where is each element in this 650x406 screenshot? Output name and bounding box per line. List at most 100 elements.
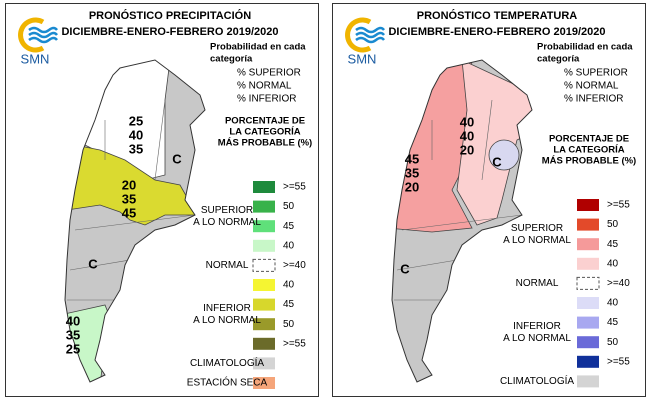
legend-swatch: [577, 257, 599, 270]
region-label: 45: [122, 205, 136, 220]
legend-group-label: A LO NORMAL: [193, 217, 261, 228]
legend-label: >=55: [607, 200, 630, 211]
province-border: [74, 214, 196, 231]
legend-swatch: [252, 258, 276, 272]
panel-title: PRONÓSTICO TEMPERATURA: [417, 9, 578, 22]
climatology-mark: C: [88, 256, 98, 271]
legend-group-label: SUPERIOR: [511, 223, 563, 234]
legend-swatch: [253, 239, 275, 252]
region: [488, 139, 520, 171]
legend-title: LA CATEGORÍA: [229, 127, 300, 138]
logo-wave: [28, 26, 58, 34]
probability-title: Probabilidad en cada: [537, 42, 633, 53]
logo-arc: [18, 17, 45, 53]
region-label: 35: [122, 191, 136, 206]
legend-group-label: CLIMATOLOGÍA: [500, 374, 574, 387]
legend-swatch: [253, 279, 275, 291]
legend-label: 40: [607, 298, 619, 309]
legend-swatch: [253, 298, 275, 311]
province-border: [154, 99, 166, 181]
region-label: 35: [129, 141, 143, 156]
legend-label: >=55: [283, 182, 306, 193]
legend-title: PORCENTAJE DE: [225, 116, 305, 127]
legend-title: MÁS PROBABLE (%): [218, 138, 312, 149]
region-label: 25: [129, 113, 143, 128]
legend-swatch: [577, 238, 599, 251]
legend-swatch: [253, 220, 275, 233]
legend-group-label: A LO NORMAL: [503, 333, 571, 344]
legend-title: LA CATEGORÍA: [553, 145, 624, 156]
region-label: 40: [129, 127, 143, 142]
probability-title: categoría: [537, 54, 580, 65]
region-label: 40: [460, 128, 474, 143]
legend-swatch: [253, 181, 275, 193]
legend-label: 50: [283, 319, 295, 330]
legend-swatch: [576, 276, 600, 290]
probability-item: % NORMAL: [237, 81, 292, 92]
legend-label: >=55: [283, 338, 306, 349]
region-label: 20: [460, 142, 474, 157]
legend-group-label: SUPERIOR: [201, 205, 253, 216]
legend-group-label: INFERIOR: [203, 303, 251, 314]
province-border: [396, 259, 458, 271]
legend-swatch: [577, 218, 599, 231]
region-label: 35: [66, 327, 80, 342]
legend-swatch: [577, 336, 599, 349]
logo-wave: [28, 31, 58, 39]
legend-label: 40: [283, 240, 295, 251]
panel: PRONÓSTICO TEMPERATURA DICIEMBRE-ENERO-FE…: [332, 3, 646, 397]
probability-item: % SUPERIOR: [237, 68, 301, 79]
climatology-mark: C: [492, 154, 502, 169]
panel-title: PRONÓSTICO PRECIPITACIÓN: [89, 9, 251, 22]
legend-group-label: NORMAL: [206, 260, 249, 271]
region-label: 20: [405, 179, 419, 194]
legend-label: >=55: [607, 356, 630, 367]
region: [66, 144, 198, 226]
probability-item: % NORMAL: [564, 81, 619, 92]
legend-group-label: A LO NORMAL: [193, 315, 261, 326]
legend-swatch: [253, 357, 275, 370]
legend-label: 45: [283, 221, 295, 232]
legend-swatch: [577, 316, 599, 329]
region-label: 40: [66, 313, 80, 328]
legend-label: 40: [607, 258, 619, 269]
legend-label: 45: [283, 299, 295, 310]
region-label: 25: [66, 341, 80, 356]
legend-swatch: [577, 375, 599, 388]
logo-text: SMN: [21, 51, 50, 66]
legend-label: 45: [607, 239, 619, 250]
legend-label: 50: [607, 219, 619, 230]
legend-group-label: INFERIOR: [513, 321, 561, 332]
climatology-mark: C: [172, 151, 182, 166]
legend-swatch: [253, 318, 275, 331]
legend-title: PORCENTAJE DE: [549, 134, 629, 145]
region-label: 45: [405, 151, 419, 166]
legend-swatch: [253, 337, 275, 350]
region-label: 35: [405, 165, 419, 180]
legend-label: 40: [283, 280, 295, 291]
logo-wave: [355, 31, 385, 39]
panel-subtitle: DICIEMBRE-ENERO-FEBRERO 2019/2020: [61, 26, 278, 38]
logo-text: SMN: [348, 51, 377, 66]
legend-label: 45: [607, 317, 619, 328]
legend-group-label: CLIMATOLOGÍA: [190, 356, 264, 369]
legend-label: 50: [283, 201, 295, 212]
legend-group-label: NORMAL: [516, 278, 559, 289]
legend-swatch: [253, 377, 275, 389]
logo-arc: [345, 17, 372, 53]
legend-label: >=40: [283, 260, 306, 271]
country-border: [64, 59, 206, 383]
legend-swatch: [577, 355, 599, 368]
probability-item: % INFERIOR: [237, 94, 296, 105]
probability-title: categoría: [210, 54, 253, 65]
climatology-mark: C: [400, 261, 410, 276]
region-label: 40: [460, 114, 474, 129]
logo-wave: [28, 36, 58, 44]
panel-subtitle: DICIEMBRE-ENERO-FEBRERO 2019/2020: [388, 26, 605, 38]
legend-swatch: [253, 200, 275, 213]
legend-label: >=40: [607, 278, 630, 289]
legend-group-label: ESTACIÓN SECA: [187, 376, 268, 389]
legend-title: MÁS PROBABLE (%): [542, 156, 636, 167]
legend-group-label: A LO NORMAL: [503, 235, 571, 246]
